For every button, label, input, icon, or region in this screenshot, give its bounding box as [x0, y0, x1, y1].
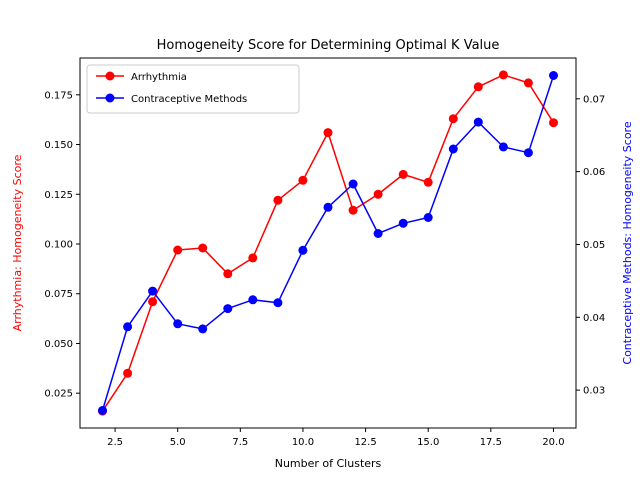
y-right-tick-label: 0.06 — [583, 167, 605, 178]
y-left-tick-label: 0.050 — [44, 339, 73, 350]
y-right-tick-label: 0.07 — [583, 94, 605, 105]
data-point-arrhythmia — [473, 82, 483, 92]
data-point-arrhythmia — [323, 128, 333, 138]
data-point-contraceptive-methods — [498, 142, 508, 152]
data-point-contraceptive-methods — [198, 324, 208, 334]
x-tick-label: 12.5 — [354, 437, 376, 448]
data-point-arrhythmia — [148, 297, 158, 307]
y-left-tick-label: 0.025 — [44, 389, 73, 400]
data-point-arrhythmia — [198, 243, 208, 253]
legend-marker-arrhythmia — [105, 71, 115, 81]
data-point-contraceptive-methods — [373, 229, 383, 238]
data-point-contraceptive-methods — [223, 304, 233, 314]
legend: Arrhythmia Contraceptive Methods — [86, 64, 300, 114]
y-left-tick-label: 0.175 — [44, 90, 73, 101]
legend-label-arrhythmia: Arrhythmia — [131, 72, 187, 83]
data-point-arrhythmia — [373, 189, 383, 199]
data-point-contraceptive-methods — [423, 213, 433, 222]
data-point-contraceptive-methods — [523, 148, 533, 158]
x-tick-label: 10.0 — [292, 437, 314, 448]
data-point-arrhythmia — [223, 269, 233, 279]
y-right-tick-label: 0.05 — [583, 240, 605, 251]
legend-marker-contraceptive — [105, 93, 115, 103]
x-tick-label: 20.0 — [542, 437, 564, 448]
data-point-contraceptive-methods — [448, 144, 458, 154]
data-point-arrhythmia — [523, 78, 533, 88]
data-point-contraceptive-methods — [173, 319, 183, 329]
data-point-contraceptive-methods — [323, 202, 333, 212]
data-point-contraceptive-methods — [123, 322, 133, 332]
plot-area — [98, 70, 558, 416]
y-left-tick-label: 0.100 — [44, 239, 73, 250]
x-axis-title: Number of Clusters — [275, 457, 382, 470]
x-tick-label: 17.5 — [480, 437, 502, 448]
x-tick-label: 5.0 — [170, 437, 186, 448]
y-left-tick-label: 0.125 — [44, 190, 73, 201]
data-point-contraceptive-methods — [248, 295, 258, 305]
legend-label-contraceptive: Contraceptive Methods — [131, 94, 247, 105]
y-axis-right-title: Contraceptive Methods: Homogeneity Score — [621, 121, 634, 364]
data-point-contraceptive-methods — [98, 406, 107, 415]
data-point-arrhythmia — [498, 70, 508, 80]
data-point-contraceptive-methods — [298, 245, 308, 255]
series-line-contraceptive-methods — [101, 75, 555, 411]
y-axis-left-title: Arrhythmia: Homogeneity Score — [11, 154, 24, 331]
data-point-arrhythmia — [423, 177, 433, 187]
data-point-arrhythmia — [248, 253, 258, 263]
data-point-arrhythmia — [273, 195, 283, 205]
data-point-contraceptive-methods — [273, 298, 283, 308]
data-point-arrhythmia — [123, 368, 133, 378]
data-point-arrhythmia — [173, 245, 183, 255]
y-axis-right: 0.03 0.04 0.05 0.06 0.07 — [576, 94, 605, 397]
data-point-contraceptive-methods — [148, 286, 158, 296]
x-axis: 2.5 5.0 7.5 10.0 12.5 15.0 17.5 20.0 — [107, 428, 565, 448]
data-point-contraceptive-methods — [348, 179, 358, 189]
x-tick-label: 15.0 — [417, 437, 439, 448]
y-right-tick-label: 0.03 — [583, 386, 605, 397]
data-point-arrhythmia — [398, 169, 408, 179]
data-point-arrhythmia — [549, 118, 558, 128]
legend-box — [86, 64, 300, 114]
x-tick-label: 7.5 — [232, 437, 248, 448]
data-point-arrhythmia — [298, 175, 308, 185]
y-left-tick-label: 0.150 — [44, 140, 73, 151]
series-line-arrhythmia — [101, 74, 555, 412]
data-point-contraceptive-methods — [398, 218, 408, 228]
data-point-contraceptive-methods — [549, 71, 558, 80]
y-axis-left: 0.025 0.050 0.075 0.100 0.125 0.150 0.175 — [44, 90, 80, 400]
chart-title: Homogeneity Score for Determining Optima… — [157, 38, 500, 53]
y-left-tick-label: 0.075 — [44, 289, 73, 300]
data-point-arrhythmia — [448, 114, 458, 124]
x-tick-label: 2.5 — [107, 437, 123, 448]
y-right-tick-label: 0.04 — [583, 313, 605, 324]
data-point-arrhythmia — [348, 205, 358, 215]
plot-frame — [79, 57, 577, 429]
data-point-contraceptive-methods — [473, 117, 483, 127]
